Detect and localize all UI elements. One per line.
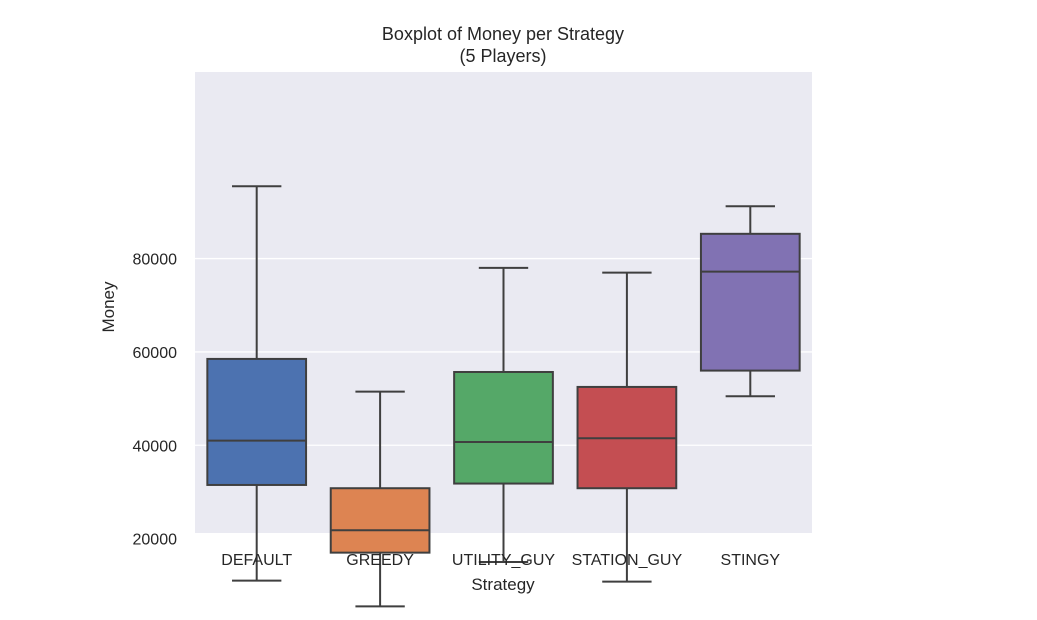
y-axis-label: Money	[99, 281, 118, 333]
box-default	[206, 185, 308, 582]
chart-title: Boxplot of Money per Strategy	[382, 24, 624, 44]
box-iqr	[453, 370, 554, 485]
box-iqr	[206, 357, 308, 486]
box-utility-guy	[453, 266, 554, 563]
x-tick-label: STINGY	[721, 552, 781, 569]
box-iqr	[699, 232, 801, 372]
y-tick-label: 20000	[133, 532, 178, 549]
x-tick-label: DEFAULT	[221, 552, 292, 569]
x-tick-label: UTILITY_GUY	[452, 552, 555, 569]
y-tick-label: 80000	[133, 252, 178, 269]
x-tick-label: GREEDY	[346, 552, 414, 569]
y-tick-label: 60000	[133, 345, 178, 362]
y-tick-label: 40000	[133, 438, 178, 455]
box-greedy	[329, 390, 431, 608]
box-iqr	[329, 487, 431, 554]
x-tick-label: STATION_GUY	[572, 552, 683, 569]
chart-subtitle: (5 Players)	[459, 46, 546, 66]
box-station-guy	[576, 271, 678, 583]
box-stingy	[699, 205, 801, 398]
y-axis-ticks: 20000 40000 60000 80000	[133, 252, 178, 549]
box-group	[206, 185, 801, 608]
x-axis-label: Strategy	[471, 575, 535, 594]
x-axis-ticks: DEFAULT GREEDY UTILITY_GUY STATION_GUY STING…	[221, 552, 780, 569]
